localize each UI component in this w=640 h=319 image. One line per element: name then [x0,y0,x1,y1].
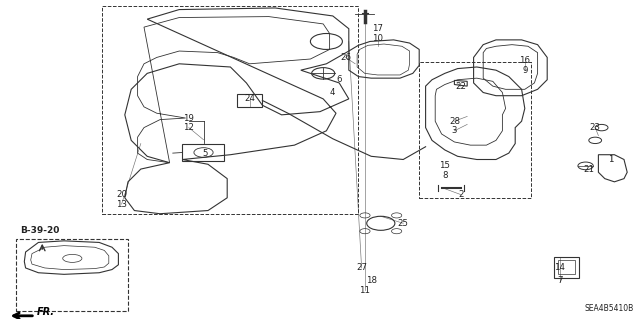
Text: 6: 6 [337,75,342,84]
Text: 21: 21 [583,165,595,174]
Text: 27: 27 [356,263,367,272]
Text: 14: 14 [554,263,566,272]
Text: 16: 16 [519,56,531,65]
Circle shape [595,124,608,131]
Text: 5: 5 [202,149,207,158]
Circle shape [589,137,602,144]
Bar [554,257,579,278]
Text: 19: 19 [184,114,194,122]
Text: 2: 2 [458,190,463,199]
Text: 28: 28 [449,117,460,126]
Text: 8: 8 [442,171,447,180]
Circle shape [392,213,402,218]
Text: 11: 11 [359,286,371,295]
Text: 9: 9 [522,66,527,75]
Text: 10: 10 [372,34,383,43]
Text: 26: 26 [340,53,351,62]
Text: SEA4B5410B: SEA4B5410B [584,304,634,313]
Text: 18: 18 [365,276,377,285]
Bar [16,239,128,311]
Text: 23: 23 [589,123,601,132]
Bar [182,144,224,161]
Text: 13: 13 [116,200,127,209]
Text: 7: 7 [557,276,563,285]
Text: 22: 22 [455,82,467,91]
Text: FR.: FR. [37,308,55,317]
Text: 4: 4 [330,88,335,97]
Text: 12: 12 [183,123,195,132]
Text: 1: 1 [609,155,614,164]
Text: 15: 15 [439,161,451,170]
Bar [419,62,531,198]
Bar [558,260,575,274]
Circle shape [360,213,370,218]
Text: 3: 3 [452,126,457,135]
Circle shape [392,229,402,234]
Text: B-39-20: B-39-20 [20,226,60,235]
Text: 17: 17 [372,24,383,33]
Bar [102,6,358,214]
Text: 20: 20 [116,190,127,199]
Text: 25: 25 [397,219,409,228]
Bar [237,94,262,107]
Text: 24: 24 [244,94,255,103]
Circle shape [578,162,593,170]
Circle shape [360,229,370,234]
